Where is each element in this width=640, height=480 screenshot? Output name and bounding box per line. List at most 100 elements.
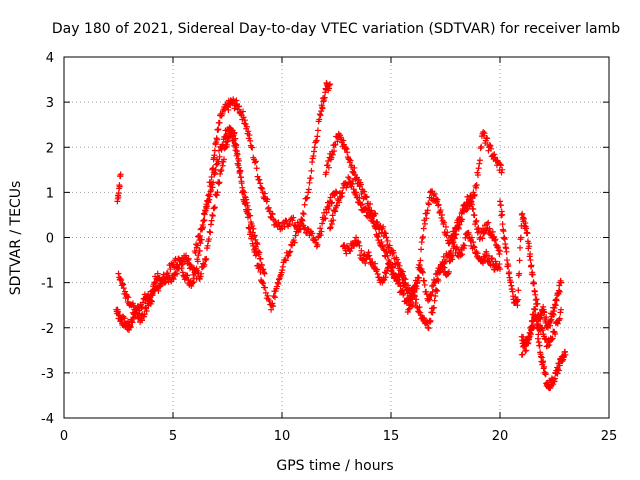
data-point	[555, 367, 562, 374]
data-point	[423, 291, 430, 298]
data-point	[217, 168, 224, 175]
data-point	[458, 246, 465, 253]
data-point	[120, 285, 127, 292]
data-point	[258, 184, 265, 191]
data-point	[310, 153, 317, 160]
data-point	[203, 255, 210, 262]
data-point	[291, 239, 298, 246]
data-point	[264, 292, 271, 299]
data-point	[332, 208, 339, 215]
data-point	[245, 128, 252, 135]
data-point	[435, 202, 442, 209]
data-point	[390, 249, 397, 256]
series-track-e	[322, 128, 506, 300]
data-point	[336, 199, 343, 206]
data-point	[516, 270, 523, 277]
data-point	[145, 302, 152, 309]
data-point	[422, 220, 429, 227]
data-point	[432, 278, 439, 285]
data-point	[275, 276, 282, 283]
data-point	[233, 142, 240, 149]
data-point	[196, 247, 203, 254]
data-point	[549, 335, 556, 342]
data-point	[325, 206, 332, 213]
data-point	[370, 218, 377, 225]
data-point	[209, 212, 216, 219]
data-point	[155, 287, 162, 294]
data-point	[338, 193, 345, 200]
data-point	[326, 225, 333, 232]
data-point	[520, 342, 527, 349]
data-point	[211, 205, 218, 212]
data-point	[346, 175, 353, 182]
data-point	[133, 306, 140, 313]
data-point	[526, 243, 533, 250]
data-point	[170, 276, 177, 283]
data-point	[527, 331, 534, 338]
data-point	[309, 159, 316, 166]
data-point	[415, 274, 422, 281]
data-point	[215, 126, 222, 133]
series-track-g	[340, 229, 503, 304]
data-point	[275, 219, 282, 226]
data-point	[503, 248, 510, 255]
data-point	[212, 166, 219, 173]
data-point	[541, 363, 548, 370]
data-point	[429, 309, 436, 316]
data-point	[230, 98, 237, 105]
data-point	[328, 220, 335, 227]
data-point	[378, 239, 385, 246]
y-tick-label: 0	[46, 232, 54, 247]
data-point	[432, 271, 439, 278]
data-point	[414, 277, 421, 284]
data-point	[119, 280, 126, 287]
data-point	[219, 141, 226, 148]
data-point	[252, 236, 259, 243]
data-point	[517, 244, 524, 251]
data-point	[556, 288, 563, 295]
y-tick-label: 3	[46, 96, 54, 111]
data-point	[219, 110, 226, 117]
x-tick-label: 5	[169, 429, 177, 444]
data-point	[327, 224, 334, 231]
data-point	[417, 309, 424, 316]
data-point	[362, 260, 369, 267]
data-point	[443, 232, 450, 239]
data-point	[541, 309, 548, 316]
data-point	[397, 283, 404, 290]
data-point	[464, 193, 471, 200]
axis-ticks: 0 5 10 15 20 25 -4 -3 -2 -1 0 1 2 3 4	[41, 51, 617, 444]
data-point	[318, 108, 325, 115]
data-point	[316, 116, 323, 123]
data-point	[404, 290, 411, 297]
data-point	[147, 292, 154, 299]
data-point	[488, 145, 495, 152]
data-point	[396, 262, 403, 269]
data-point	[528, 262, 535, 269]
data-point	[251, 232, 258, 239]
data-point	[424, 207, 431, 214]
data-point	[207, 229, 214, 236]
data-point	[557, 309, 564, 316]
data-point	[380, 223, 387, 230]
data-point	[551, 375, 558, 382]
data-point	[491, 154, 498, 161]
data-point	[234, 106, 241, 113]
data-point	[497, 202, 504, 209]
data-point	[468, 201, 475, 208]
data-point	[419, 234, 426, 241]
data-point	[348, 245, 355, 252]
data-point	[434, 196, 441, 203]
data-point	[250, 225, 257, 232]
data-point	[539, 327, 546, 334]
data-point	[202, 257, 209, 264]
data-point	[484, 135, 491, 142]
data-point	[218, 146, 225, 153]
data-point	[211, 171, 218, 178]
data-point	[488, 256, 495, 263]
data-point	[495, 247, 502, 254]
data-point	[556, 362, 563, 369]
data-point	[249, 144, 256, 151]
data-point	[217, 170, 224, 177]
data-point	[195, 269, 202, 276]
